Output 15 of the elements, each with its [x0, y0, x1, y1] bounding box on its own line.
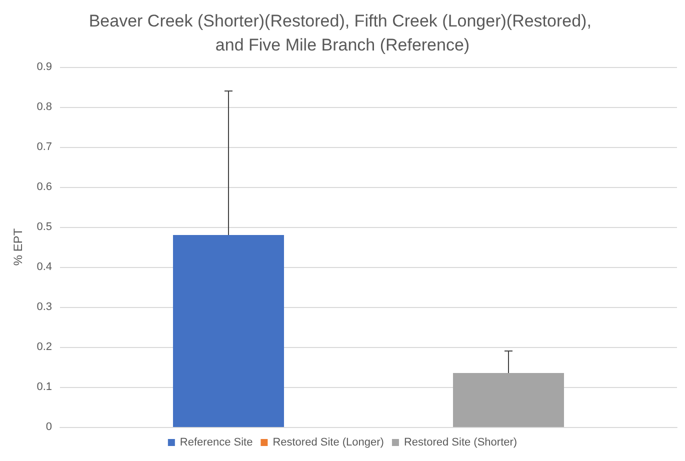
y-tick-label: 0.2 — [36, 341, 52, 353]
legend-label: Reference Site — [180, 436, 253, 448]
y-tick-label: 0 — [46, 421, 52, 433]
legend-label: Restored Site (Longer) — [272, 436, 384, 448]
y-tick-label: 0.6 — [36, 181, 52, 193]
y-axis-title: % EPT — [11, 228, 25, 266]
y-tick-label: 0.9 — [36, 61, 52, 73]
y-tick-label: 0.3 — [36, 301, 52, 313]
y-tick-label: 0.8 — [36, 101, 52, 113]
legend-label: Restored Site (Shorter) — [404, 436, 518, 448]
y-tick-label: 0.5 — [36, 221, 52, 233]
y-tick-label: 0.7 — [36, 141, 52, 153]
y-tick-label: 0.4 — [36, 261, 52, 273]
chart-title: Beaver Creek (Shorter)(Restored), Fifth Creek (Longer)(Restored), and Five Mile Branch (Reference) — [88, 12, 596, 54]
y-tick-label: 0.1 — [36, 381, 52, 393]
